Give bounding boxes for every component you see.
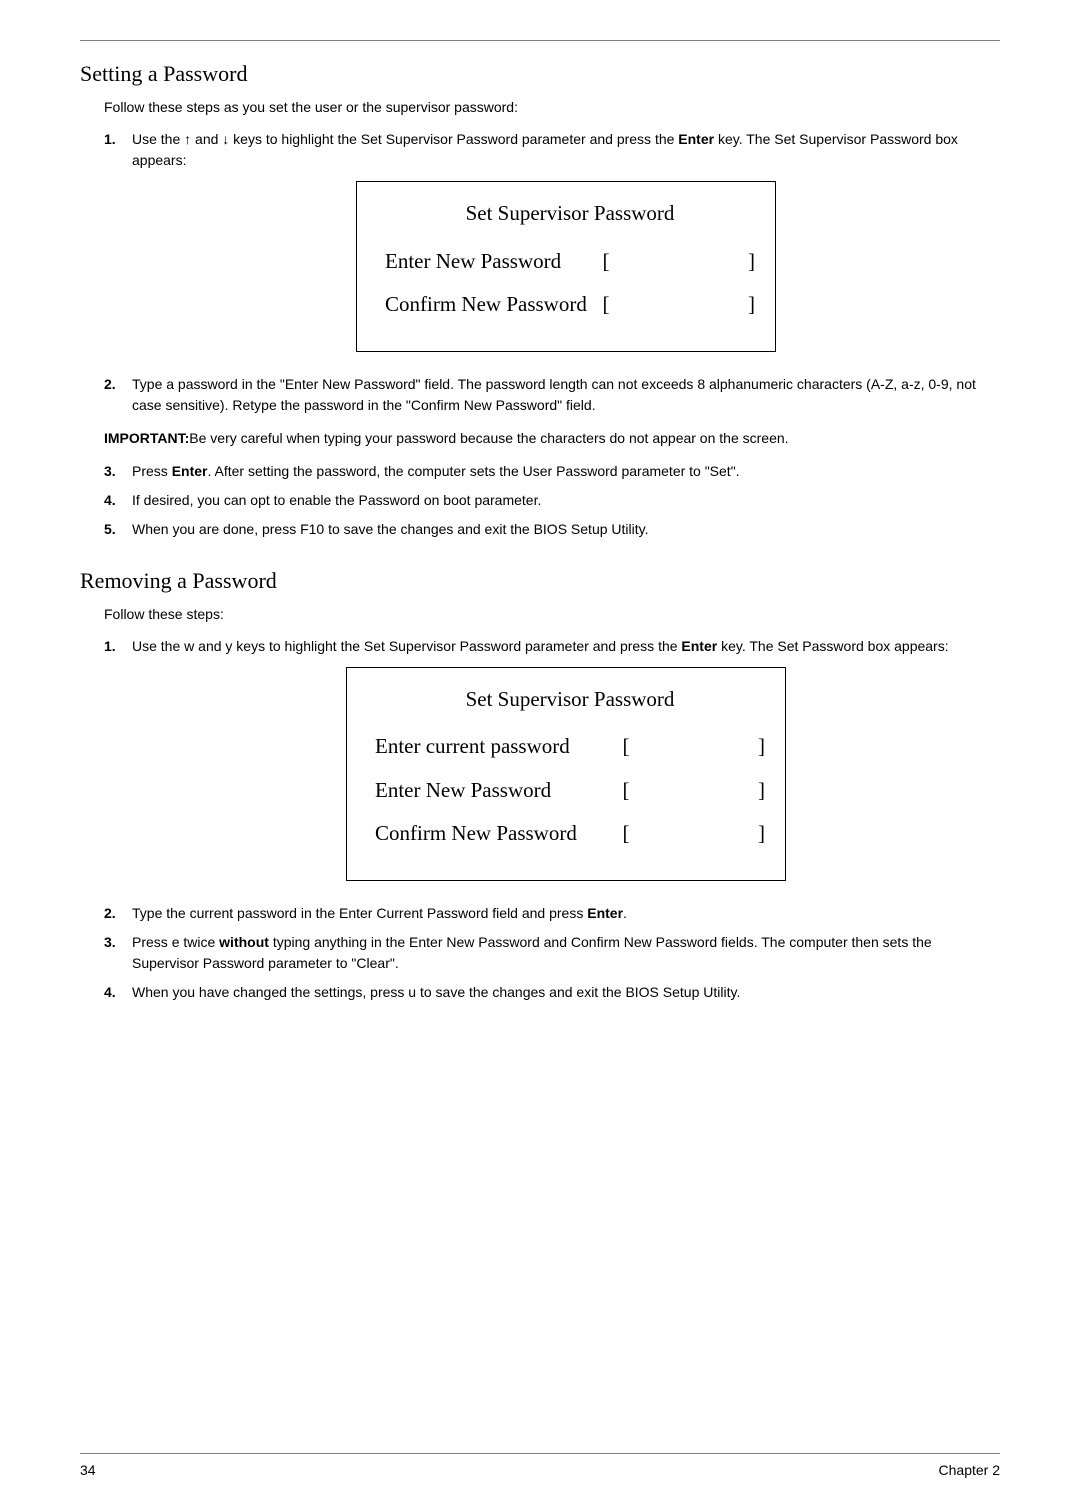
text: Type a password in the "Enter New Passwo… [132,376,976,413]
enter-key: Enter [681,638,717,654]
label: Enter New Password [385,246,561,278]
step-number: 3. [104,932,116,953]
right-bracket: ] [743,246,755,278]
left-bracket: [ [599,246,613,278]
heading-setting-password: Setting a Password [80,61,1000,87]
enter-key: Enter [587,905,623,921]
text: . After setting the password, the comput… [207,463,739,479]
step-2-3: 3. Press e twice without typing anything… [104,928,1000,978]
right-bracket: ] [743,289,755,321]
text: and [191,131,222,147]
steps-1b: 3. Press Enter. After setting the passwo… [104,457,1000,544]
important-label: IMPORTANT: [104,430,189,446]
steps-2: 1. Use the w and y keys to highlight the… [104,632,1000,1007]
left-bracket: [ [619,818,633,850]
box-title: Set Supervisor Password [385,198,755,230]
box-row-enter-new: Enter New Password [ ] [375,775,765,807]
set-password-box-1: Set Supervisor Password Enter New Passwo… [356,181,776,352]
step-1-3: 3. Press Enter. After setting the passwo… [104,457,1000,486]
step-number: 2. [104,903,116,924]
box-row-confirm-new: Confirm New Password [ ] [385,289,755,321]
label: Confirm New Password [385,289,587,321]
important-text: Be very careful when typing your passwor… [189,430,788,446]
intro-2: Follow these steps: [104,606,1000,622]
text: Type the current password in the Enter C… [132,905,587,921]
box-row-current: Enter current password [ ] [375,731,765,763]
steps-1: 1. Use the ↑ and ↓ keys to highlight the… [104,125,1000,420]
text: keys to highlight the Set Supervisor Pas… [232,638,681,654]
step-1-2: 2. Type a password in the "Enter New Pas… [104,370,1000,420]
heading-removing-password: Removing a Password [80,568,1000,594]
label: Enter New Password [375,775,551,807]
left-bracket: [ [619,775,633,807]
text: and [194,638,225,654]
left-bracket: [ [619,731,633,763]
page-number: 34 [80,1462,96,1478]
label: Enter current password [375,731,570,763]
step-1-1: 1. Use the ↑ and ↓ keys to highlight the… [104,125,1000,370]
enter-key: Enter [172,463,208,479]
top-rule [80,40,1000,41]
step-2-2: 2. Type the current password in the Ente… [104,899,1000,928]
text: twice [179,934,219,950]
text: . [623,905,627,921]
box-title: Set Supervisor Password [375,684,765,716]
text: If desired, you can opt to enable the Pa… [132,492,541,508]
step-1-4: 4. If desired, you can opt to enable the… [104,486,1000,515]
box-row-confirm-new: Confirm New Password [ ] [375,818,765,850]
step-number: 4. [104,490,116,511]
enter-key: Enter [678,131,714,147]
right-bracket: ] [753,775,765,807]
text: Press [132,934,172,950]
important-note: IMPORTANT:Be very careful when typing yo… [104,428,1000,449]
chapter-label: Chapter 2 [939,1462,1000,1478]
text: When you are done, press F10 to save the… [132,521,648,537]
step-number: 5. [104,519,116,540]
step-number: 4. [104,982,116,1003]
left-bracket: [ [599,289,613,321]
text: to save the changes and exit the BIOS Se… [416,984,740,1000]
key-w: w [184,638,194,654]
step-number: 1. [104,129,116,150]
key-u: u [408,984,416,1000]
text: When you have changed the settings, pres… [132,984,408,1000]
step-2-4: 4. When you have changed the settings, p… [104,978,1000,1007]
right-bracket: ] [753,818,765,850]
text: Use the [132,638,184,654]
page: Setting a Password Follow these steps as… [0,0,1080,1512]
text: Use the [132,131,184,147]
set-password-box-2: Set Supervisor Password Enter current pa… [346,667,786,881]
step-1-5: 5. When you are done, press F10 to save … [104,515,1000,544]
step-number: 2. [104,374,116,395]
right-bracket: ] [753,731,765,763]
footer: 34 Chapter 2 [80,1453,1000,1478]
without: without [219,934,269,950]
text: key. The Set Password box appears: [717,638,948,654]
intro-1: Follow these steps as you set the user o… [104,99,1000,115]
step-number: 1. [104,636,116,657]
box-row-enter-new: Enter New Password [ ] [385,246,755,278]
label: Confirm New Password [375,818,577,850]
step-number: 3. [104,461,116,482]
step-2-1: 1. Use the w and y keys to highlight the… [104,632,1000,899]
text: keys to highlight the Set Supervisor Pas… [229,131,678,147]
text: Press [132,463,172,479]
